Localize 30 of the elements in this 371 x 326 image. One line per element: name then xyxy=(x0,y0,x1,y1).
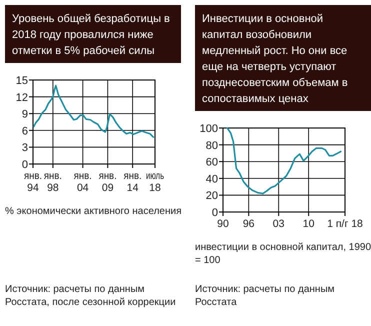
y-tick-label: 0 xyxy=(22,159,28,171)
x-tick-label: 03 xyxy=(272,218,285,230)
x-tick-label: янв. 04 xyxy=(74,170,94,194)
chart-title: Уровень общей безработицы в 2018 году провалился ниже отметки в 5% рабочей силы xyxy=(12,13,170,57)
line-series xyxy=(226,127,342,194)
text: Источник: расчеты по данным Росстата, после сезонной коррекции xyxy=(5,284,176,308)
y-tick-label: 20 xyxy=(206,190,218,202)
x-axis-title: % экономически активного населения xyxy=(5,206,182,217)
y-tick-label: 6 xyxy=(22,125,28,138)
text: Источник: расчеты по данным Росстата xyxy=(195,284,335,308)
x-tick-label: янв. 09 xyxy=(98,170,119,194)
y-tick-label: 9 xyxy=(22,108,28,121)
x-tick-label: 96 xyxy=(242,218,255,230)
x-axis-title: инвестиции в основной капитал, 1990 = 100 xyxy=(195,242,371,266)
x-tick-label: янв. 14 xyxy=(124,170,144,194)
y-tick-label: 60 xyxy=(206,156,218,169)
x-tick-label: янв. 94 xyxy=(24,170,44,194)
x-tick-label: июль 18 xyxy=(146,170,172,194)
y-tick-label: 0 xyxy=(212,207,218,219)
y-tick-label: 100 xyxy=(200,123,218,135)
y-tick-label: 80 xyxy=(206,140,218,152)
y-tick-label: 15 xyxy=(16,75,28,87)
x-tick-label: 1 п/г 18 xyxy=(327,218,364,230)
y-tick-label: 40 xyxy=(206,173,218,186)
x-tick-label: 10 xyxy=(302,218,315,230)
x-tick-label: янв. 98 xyxy=(44,170,64,194)
x-tick-label: 90 xyxy=(217,218,229,230)
chart-title: Инвестиции в основной капитал возобновили медленный рост. Но они все еще на четверть уступают позднесоветским объемам в сопоставимых ценах xyxy=(202,13,348,105)
y-tick-label: 12 xyxy=(16,92,28,104)
y-tick-label: 3 xyxy=(22,142,28,154)
